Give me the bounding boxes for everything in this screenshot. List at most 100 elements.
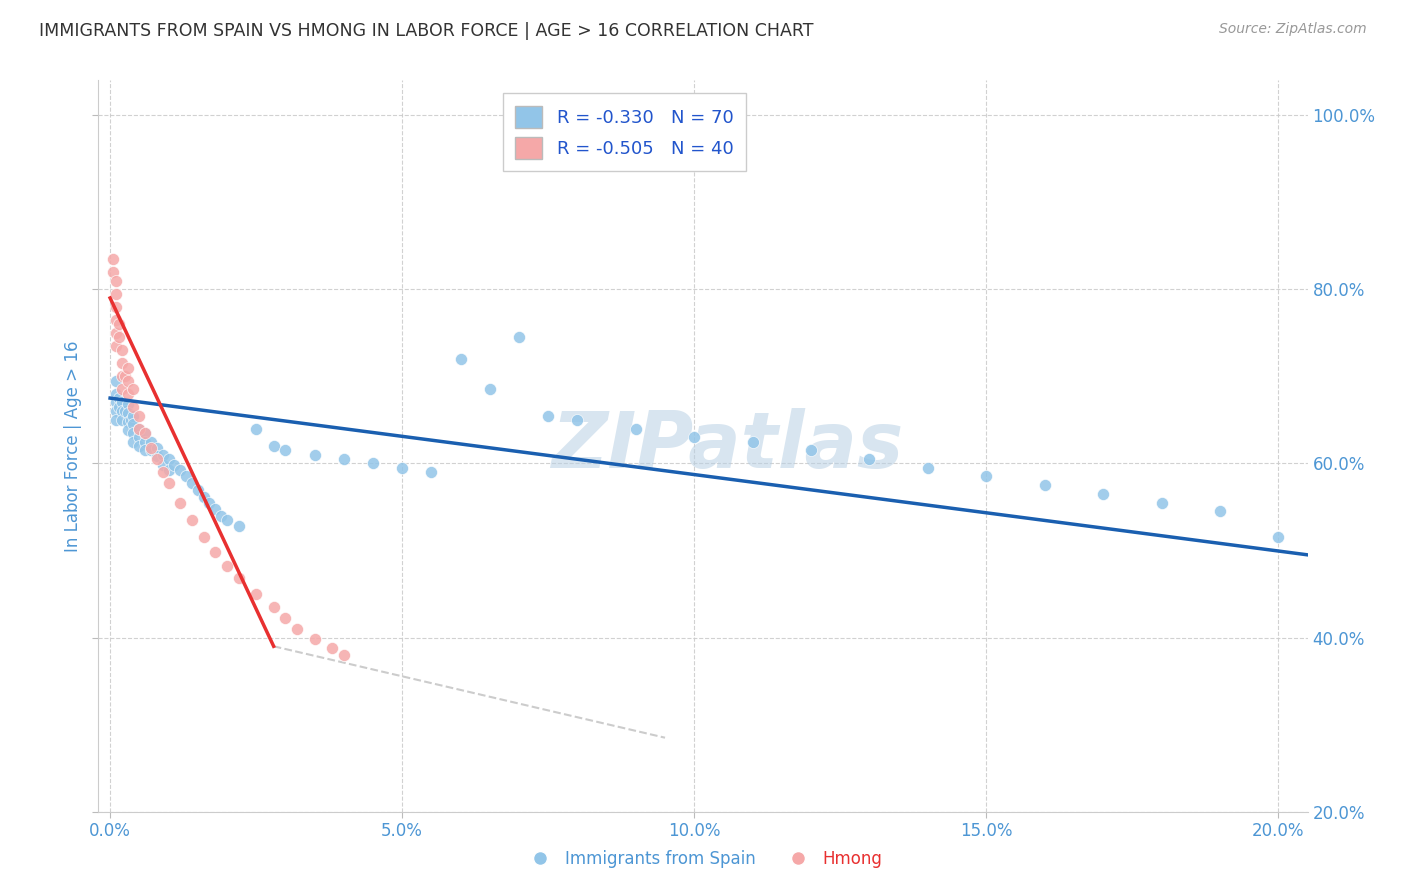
Point: [245, 421, 267, 435]
Point: [104, 413, 127, 427]
Point: [117, 406, 139, 420]
Point: [108, 317, 131, 331]
Point: [104, 395, 127, 409]
Point: [917, 460, 939, 475]
Point: [104, 274, 127, 288]
Point: [111, 356, 134, 370]
Point: [198, 495, 221, 509]
Text: IMMIGRANTS FROM SPAIN VS HMONG IN LABOR FORCE | AGE > 16 CORRELATION CHART: IMMIGRANTS FROM SPAIN VS HMONG IN LABOR …: [39, 22, 814, 40]
Point: [128, 421, 150, 435]
Point: [104, 386, 127, 401]
Point: [152, 465, 174, 479]
Legend: R = -0.330   N = 70, R = -0.505   N = 40: R = -0.330 N = 70, R = -0.505 N = 40: [502, 93, 747, 171]
Point: [146, 441, 169, 455]
Point: [134, 443, 156, 458]
Point: [134, 425, 156, 440]
Point: [180, 513, 202, 527]
Point: [193, 490, 215, 504]
Point: [117, 374, 139, 388]
Point: [104, 404, 127, 418]
Point: [858, 452, 880, 467]
Point: [508, 330, 530, 344]
Point: [104, 326, 127, 340]
Point: [122, 417, 145, 432]
Point: [169, 495, 191, 509]
Point: [134, 434, 156, 449]
Point: [1092, 487, 1115, 501]
Point: [152, 448, 174, 462]
Point: [204, 545, 226, 559]
Point: [263, 600, 285, 615]
Point: [332, 452, 354, 467]
Point: [1033, 478, 1056, 492]
Point: [274, 611, 297, 625]
Point: [228, 519, 250, 533]
Point: [1150, 495, 1173, 509]
Point: [117, 415, 139, 429]
Point: [108, 391, 131, 405]
Point: [391, 460, 413, 475]
Point: [139, 434, 162, 449]
Point: [122, 383, 145, 397]
Point: [683, 430, 706, 444]
Legend: Immigrants from Spain, Hmong: Immigrants from Spain, Hmong: [517, 844, 889, 875]
Point: [111, 383, 134, 397]
Point: [101, 265, 124, 279]
Point: [104, 312, 127, 326]
Point: [111, 395, 134, 409]
Point: [204, 501, 226, 516]
Point: [146, 452, 169, 467]
Point: [215, 513, 238, 527]
Point: [624, 421, 647, 435]
Point: [122, 434, 145, 449]
Y-axis label: In Labor Force | Age > 16: In Labor Force | Age > 16: [63, 340, 82, 552]
Point: [117, 423, 139, 437]
Text: ZIPatlas: ZIPatlas: [551, 408, 903, 484]
Point: [304, 448, 326, 462]
Point: [209, 508, 232, 523]
Point: [111, 369, 134, 384]
Point: [139, 441, 162, 455]
Point: [104, 300, 127, 314]
Point: [800, 443, 823, 458]
Point: [104, 374, 127, 388]
Point: [114, 369, 136, 384]
Point: [163, 458, 186, 472]
Point: [134, 425, 156, 440]
Point: [111, 343, 134, 358]
Point: [146, 450, 169, 464]
Point: [122, 400, 145, 414]
Point: [108, 400, 131, 414]
Point: [478, 383, 501, 397]
Point: [104, 286, 127, 301]
Point: [193, 530, 215, 544]
Point: [152, 458, 174, 472]
Point: [128, 439, 150, 453]
Point: [228, 571, 250, 585]
Point: [114, 404, 136, 418]
Point: [139, 443, 162, 458]
Point: [215, 559, 238, 574]
Point: [321, 640, 343, 655]
Point: [157, 452, 180, 467]
Point: [117, 397, 139, 411]
Point: [128, 421, 150, 435]
Point: [974, 469, 997, 483]
Point: [117, 386, 139, 401]
Point: [169, 463, 191, 477]
Point: [537, 409, 560, 423]
Point: [108, 330, 131, 344]
Point: [361, 457, 384, 471]
Point: [128, 430, 150, 444]
Point: [741, 434, 763, 449]
Point: [187, 483, 209, 497]
Point: [122, 425, 145, 440]
Point: [304, 632, 326, 647]
Point: [332, 648, 354, 662]
Point: [263, 439, 285, 453]
Point: [285, 622, 308, 636]
Point: [111, 404, 134, 418]
Point: [567, 413, 589, 427]
Point: [101, 252, 124, 266]
Point: [104, 339, 127, 353]
